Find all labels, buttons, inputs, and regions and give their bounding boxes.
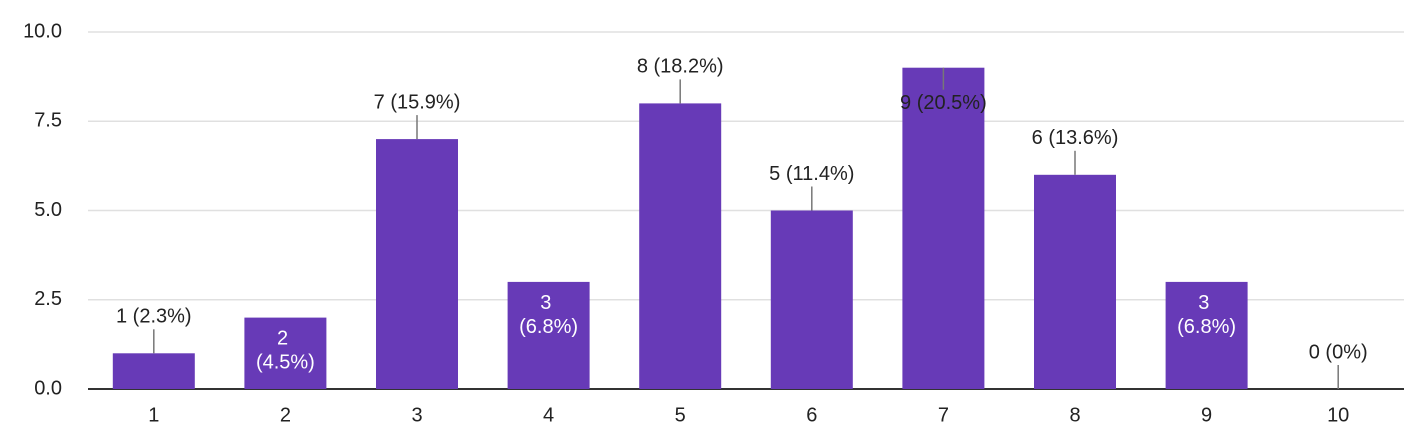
- y-tick-label: 0.0: [34, 377, 62, 399]
- bar: [376, 139, 458, 389]
- bar: [902, 67, 985, 389]
- bar: [244, 317, 327, 389]
- value-label: 8 (18.2%): [637, 56, 724, 78]
- value-label: 3 (6.8%): [1177, 292, 1236, 338]
- value-label: 2 (4.5%): [256, 328, 315, 374]
- x-tick-label: 10: [1327, 404, 1349, 426]
- value-label: 7 (15.9%): [374, 91, 461, 113]
- x-tick-label: 8: [1069, 404, 1080, 426]
- x-tick-label: 2: [280, 404, 291, 426]
- x-tick-label: 5: [675, 404, 686, 426]
- y-tick-label: 2.5: [34, 288, 62, 310]
- x-tick-label: 1: [148, 404, 159, 426]
- x-tick-label: 3: [411, 404, 422, 426]
- value-label: 9 (20.5%): [900, 92, 987, 114]
- value-label: 1 (2.3%): [116, 306, 192, 328]
- bar: [639, 103, 722, 390]
- x-tick-label: 6: [806, 404, 817, 426]
- y-tick-label: 7.5: [34, 110, 62, 132]
- value-label: 0 (0%): [1309, 341, 1368, 363]
- bar: [112, 353, 195, 389]
- value-label: 6 (13.6%): [1032, 127, 1119, 149]
- bar: [770, 210, 853, 389]
- x-tick-label: 7: [938, 404, 949, 426]
- bar: [1034, 174, 1116, 389]
- bar: [1165, 281, 1248, 389]
- y-tick-label: 5.0: [34, 199, 62, 221]
- value-label: 3 (6.8%): [519, 292, 578, 338]
- x-tick-label: 4: [543, 404, 554, 426]
- y-tick-label: 10.0: [23, 20, 62, 42]
- value-label: 5 (11.4%): [769, 163, 854, 185]
- bar: [507, 281, 590, 389]
- x-tick-label: 9: [1201, 404, 1212, 426]
